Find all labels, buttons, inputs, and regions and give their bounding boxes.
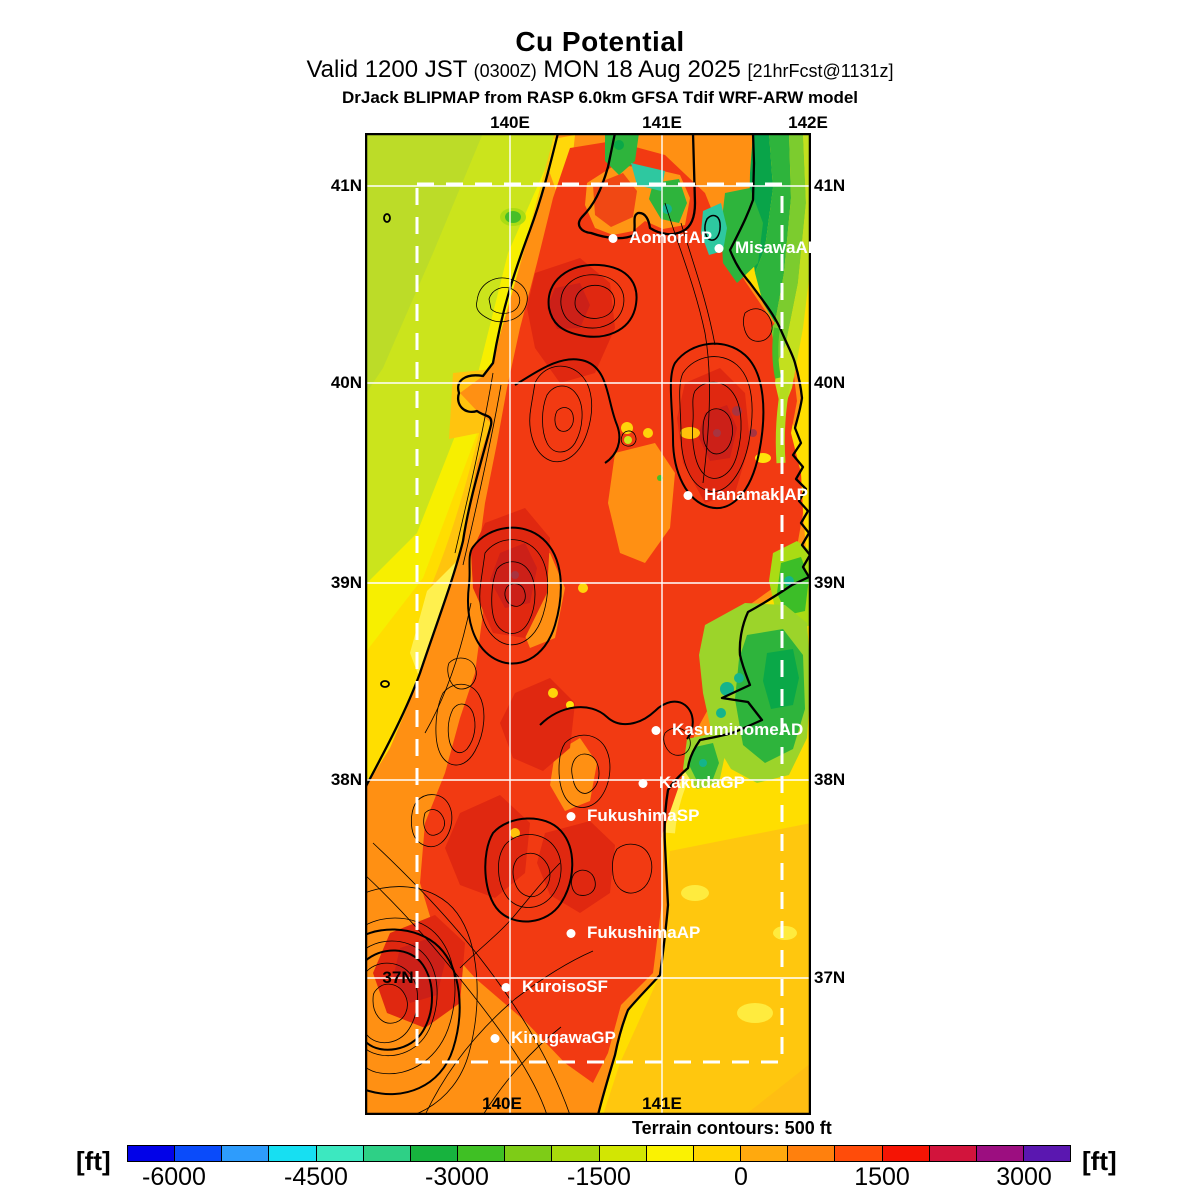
colorbar-segment: [504, 1146, 552, 1161]
lat-label-left: 40N: [330, 373, 362, 392]
site-label: KuroisoSF: [522, 977, 608, 996]
page-title: Cu Potential: [515, 26, 685, 57]
site-marker: KuroisoSF: [501, 977, 608, 997]
site-label: HanamakiAP: [704, 485, 808, 504]
site-dot-icon: [566, 928, 576, 938]
colorbar-segment: [551, 1146, 599, 1161]
site-dot-icon: [638, 778, 648, 788]
lon-label-bottom: 141E: [642, 1094, 682, 1113]
valid-date: MON 18 Aug 2025: [543, 56, 741, 83]
site-label: KakudaGP: [659, 773, 745, 792]
lat-label-left: 39N: [330, 573, 362, 592]
colorbar-segment: [409, 1146, 458, 1161]
valid-time-zulu: (0300Z): [473, 61, 537, 81]
model-domain-box: [415, 182, 784, 1064]
valid-time-line: Valid 1200 JST (0300Z) MON 18 Aug 2025 […: [0, 56, 1200, 84]
forecast-cycle: [21hrFcst@1131z]: [747, 61, 894, 81]
site-label: KinugawaGP: [511, 1028, 616, 1047]
lat-label-right: 41N: [814, 176, 846, 195]
colorbar-unit-left: [ft]: [76, 1146, 111, 1176]
site-marker: FukushimaAP: [566, 923, 701, 943]
site-label: FukushimaSP: [587, 806, 700, 825]
site-dot-icon: [683, 490, 693, 500]
site-label: FukushimaAP: [587, 923, 701, 942]
colorbar-tick: -1500: [567, 1163, 631, 1191]
colorbar-segment: [268, 1146, 316, 1161]
site-marker: KinugawaGP: [490, 1028, 616, 1048]
colorbar-segment: [881, 1146, 929, 1161]
model-line: DrJack BLIPMAP from RASP 6.0km GFSA Tdif…: [341, 88, 859, 107]
site-marker: HanamakiAP: [683, 485, 808, 505]
valid-time: Valid 1200 JST: [306, 56, 467, 83]
lake-outline: [704, 214, 721, 241]
site-dot-icon: [651, 725, 661, 735]
colorbar-segment: [174, 1146, 222, 1161]
graticule: [363, 131, 813, 1117]
colorbar-segment: [787, 1146, 835, 1161]
colorbar-segment: [315, 1146, 363, 1161]
colorbar-tick: 0: [734, 1163, 748, 1191]
colorbar-segment: [128, 1146, 175, 1161]
lon-label-top: 142E: [788, 113, 828, 132]
site-marker: FukushimaSP: [566, 806, 700, 826]
colorbar-unit-right: [ft]: [1082, 1146, 1117, 1176]
terrain-note: Terrain contours: 500 ft: [632, 1118, 832, 1138]
lon-label-top: 140E: [490, 113, 530, 132]
colorbar-tick: 1500: [854, 1163, 910, 1191]
site-marker: KakudaGP: [638, 773, 745, 793]
site-marker: MisawaAD: [714, 238, 821, 258]
site-dot-icon: [714, 243, 724, 253]
site-dot-icon: [501, 982, 511, 992]
lon-label-bottom: 140E: [482, 1094, 522, 1113]
colorbar-tick: -4500: [284, 1163, 348, 1191]
lat-label-left: 38N: [330, 770, 362, 789]
colorbar-segment: [645, 1146, 693, 1161]
lat-label-right: 39N: [814, 573, 846, 592]
colorbar-ticks: -6000 -4500 -3000 -1500 0 1500 3000: [127, 1163, 1071, 1193]
colorbar-segment: [928, 1146, 976, 1161]
site-marker: KasuminomeAD: [651, 720, 804, 740]
lat-label-right: 40N: [814, 373, 846, 392]
site-label: AomoriAP: [629, 228, 713, 247]
colorbar-tick: -6000: [142, 1163, 206, 1191]
colorbar-segment: [1022, 1146, 1071, 1161]
site-dot-icon: [566, 811, 576, 821]
colorbar-tick: 3000: [996, 1163, 1052, 1191]
lat-label-inner: 37N: [382, 968, 414, 987]
colorbar-tick: -3000: [425, 1163, 489, 1191]
colorbar-segment: [740, 1146, 788, 1161]
lat-label-right: 38N: [814, 770, 846, 789]
colorbar-segment: [362, 1146, 410, 1161]
site-dot-icon: [490, 1033, 500, 1043]
colorbar-segment: [692, 1146, 741, 1161]
site-dot-icon: [608, 233, 618, 243]
colorbar-segment: [598, 1146, 646, 1161]
terrain-contours-thin: [344, 202, 773, 1122]
lon-label-top: 141E: [642, 113, 682, 132]
colorbar-segment: [221, 1146, 269, 1161]
site-label: KasuminomeAD: [672, 720, 804, 739]
colorbar-segment: [975, 1146, 1023, 1161]
colorbar-segment: [457, 1146, 505, 1161]
map-frame: [364, 132, 812, 1116]
lat-label-left: 41N: [330, 176, 362, 195]
site-marker: AomoriAP: [608, 228, 713, 248]
map-svg: [334, 125, 813, 1122]
site-label: MisawaAD: [735, 238, 821, 257]
lat-label-right: 37N: [814, 968, 846, 987]
island: [383, 213, 391, 223]
map-area: AomoriAP MisawaAD HanamakiAP KasuminomeA…: [334, 125, 820, 1122]
coastline: [363, 131, 812, 1117]
colorbar-segment: [834, 1146, 882, 1161]
colorbar: [127, 1145, 1071, 1162]
island: [380, 680, 390, 688]
